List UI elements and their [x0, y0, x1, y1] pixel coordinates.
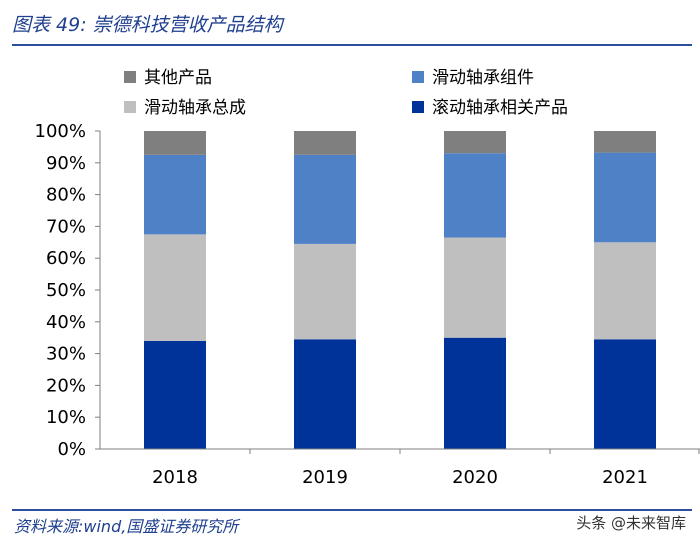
bar-segment-2021-series-3: [594, 131, 656, 153]
bar-segment-2018-series-2: [144, 154, 206, 235]
y-tick-label: 60%: [46, 248, 86, 269]
bar-segment-2021-series-2: [594, 152, 656, 243]
legend-label: 滑动轴承组件: [432, 68, 534, 88]
legend-swatch: [412, 71, 424, 83]
y-tick-label: 30%: [46, 344, 86, 365]
bar-segment-2019-series-1: [294, 243, 356, 340]
bar-segment-2020-series-3: [444, 131, 506, 154]
bar-segment-2019-series-2: [294, 154, 356, 244]
footer-rule: [12, 509, 692, 511]
x-tick-label: 2021: [602, 467, 648, 488]
legend-swatch: [124, 101, 136, 113]
y-tick-label: 0%: [57, 439, 86, 460]
legend-swatch: [124, 71, 136, 83]
bar-segment-2018-series-3: [144, 131, 206, 155]
x-tick-label: 2020: [452, 467, 498, 488]
bar-segment-2020-series-0: [444, 337, 506, 449]
bar-segment-2020-series-2: [444, 153, 506, 238]
bar-segment-2021-series-1: [594, 242, 656, 340]
y-tick-label: 90%: [46, 153, 86, 174]
bar-segment-2021-series-0: [594, 339, 656, 449]
bar-segment-2019-series-0: [294, 339, 356, 449]
legend-label: 其他产品: [144, 68, 212, 88]
x-tick-label: 2019: [302, 467, 348, 488]
y-tick-label: 50%: [46, 280, 86, 301]
bar-segment-2020-series-1: [444, 237, 506, 338]
legend-swatch: [412, 101, 424, 113]
y-tick-label: 20%: [46, 375, 86, 396]
bar-segment-2018-series-1: [144, 234, 206, 341]
bar-segment-2019-series-3: [294, 131, 356, 155]
source-note: 资料来源:wind,国盛证券研究所: [14, 517, 239, 536]
legend-label: 滚动轴承相关产品: [432, 98, 568, 118]
chart-title: 图表 49: 崇德科技营收产品结构: [12, 14, 283, 36]
y-tick-label: 100%: [35, 121, 86, 142]
legend-label: 滑动轴承总成: [144, 98, 246, 118]
x-tick-label: 2018: [152, 467, 198, 488]
y-tick-label: 40%: [46, 312, 86, 333]
bar-segment-2018-series-0: [144, 340, 206, 449]
y-tick-label: 70%: [46, 216, 86, 237]
y-tick-label: 80%: [46, 185, 86, 206]
title-rule: [12, 44, 692, 46]
y-tick-label: 10%: [46, 407, 86, 428]
watermark: 头条 @未来智库: [576, 514, 686, 532]
